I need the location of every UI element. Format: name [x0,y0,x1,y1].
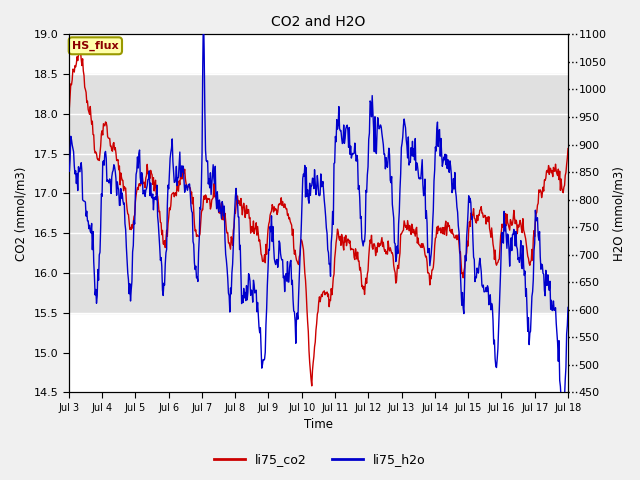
Title: CO2 and H2O: CO2 and H2O [271,15,365,29]
Y-axis label: CO2 (mmol/m3): CO2 (mmol/m3) [15,166,28,261]
Text: HS_flux: HS_flux [72,41,118,51]
X-axis label: Time: Time [304,419,333,432]
Bar [68,74,568,313]
Legend: li75_co2, li75_h2o: li75_co2, li75_h2o [209,448,431,471]
Y-axis label: H2O (mmol/m3): H2O (mmol/m3) [612,166,625,261]
